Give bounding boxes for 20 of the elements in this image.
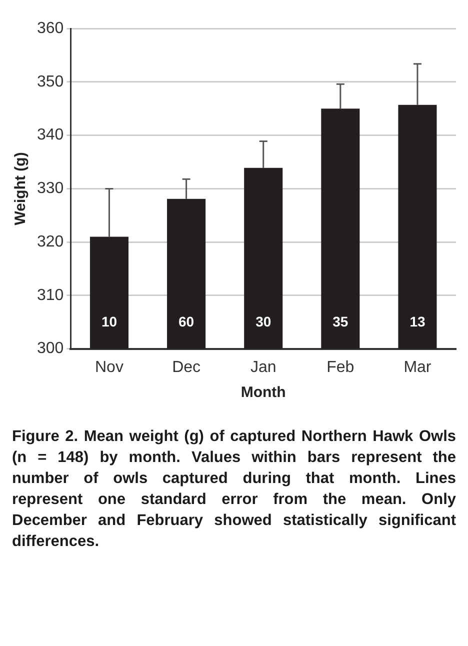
x-tick-label: Jan bbox=[250, 358, 276, 376]
y-tick-label: 360 bbox=[36, 20, 64, 38]
y-tick-label: 300 bbox=[36, 340, 64, 358]
annotation: 30 bbox=[256, 314, 272, 330]
y-tick-label: 350 bbox=[36, 73, 64, 90]
caption: Figure 2. Mean weight (g) of captured Northern Hawk Owls (n = 148) by month. Values within bars represent the number of owls captured during that month. Lines represent one standard error from the mean. Only December and February showed statistically significant differences. bbox=[12, 427, 456, 552]
y-tick-label: 310 bbox=[36, 286, 64, 304]
annotation: 35 bbox=[332, 314, 348, 330]
y-tick-label: 320 bbox=[36, 233, 64, 250]
x-tick-label: Mar bbox=[404, 358, 432, 376]
x-tick-label: Feb bbox=[326, 358, 354, 376]
annotation: 13 bbox=[410, 314, 426, 330]
y-tick-label: 340 bbox=[36, 126, 64, 144]
x-axis-title: Month bbox=[240, 384, 286, 402]
x-tick-label: Dec bbox=[172, 358, 201, 376]
y-axis-title: Weight (g) bbox=[12, 152, 30, 226]
annotation: 10 bbox=[101, 314, 118, 330]
annotation: 60 bbox=[178, 314, 194, 330]
y-tick-label: 330 bbox=[36, 180, 64, 198]
x-tick-label: Nov bbox=[95, 358, 124, 376]
